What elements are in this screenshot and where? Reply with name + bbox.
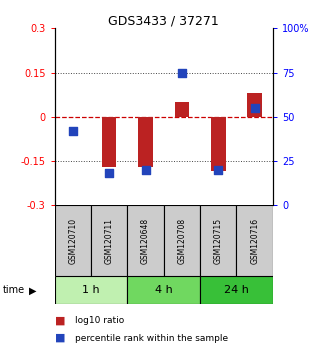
Bar: [200, 205, 237, 276]
Text: time: time: [3, 285, 25, 295]
Text: GSM120716: GSM120716: [250, 218, 259, 264]
Bar: [237, 205, 273, 276]
Bar: [175, 102, 189, 117]
Bar: [138, 117, 153, 167]
Bar: [200, 276, 273, 304]
Text: ■: ■: [55, 333, 65, 343]
Text: 24 h: 24 h: [224, 285, 249, 295]
Text: ▶: ▶: [29, 285, 36, 295]
Text: GSM120648: GSM120648: [141, 218, 150, 264]
Bar: [127, 276, 200, 304]
Point: [252, 105, 257, 111]
Text: GSM120710: GSM120710: [68, 218, 77, 264]
Bar: [127, 205, 164, 276]
Text: log10 ratio: log10 ratio: [75, 316, 125, 325]
Text: 4 h: 4 h: [155, 285, 173, 295]
Text: GSM120715: GSM120715: [214, 218, 223, 264]
Title: GDS3433 / 37271: GDS3433 / 37271: [108, 14, 219, 27]
Bar: [247, 93, 262, 117]
Point: [216, 167, 221, 173]
Text: 1 h: 1 h: [82, 285, 100, 295]
Bar: [55, 276, 127, 304]
Point: [143, 167, 148, 173]
Text: GSM120711: GSM120711: [105, 218, 114, 264]
Point: [70, 128, 75, 134]
Text: ■: ■: [55, 315, 65, 325]
Bar: [164, 205, 200, 276]
Bar: [91, 205, 127, 276]
Point: [179, 70, 185, 75]
Bar: [55, 205, 91, 276]
Text: GSM120708: GSM120708: [178, 218, 187, 264]
Point: [107, 171, 112, 176]
Bar: [102, 117, 117, 167]
Bar: [211, 117, 226, 171]
Text: percentile rank within the sample: percentile rank within the sample: [75, 333, 229, 343]
